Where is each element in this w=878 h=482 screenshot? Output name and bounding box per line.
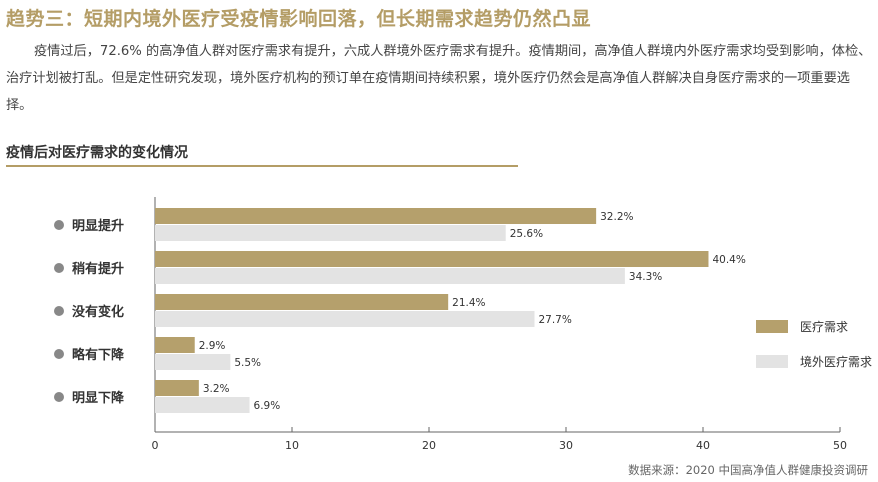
category-label: 明显提升 (72, 218, 124, 234)
bar-overseas (155, 354, 231, 370)
x-tick-label: 40 (696, 439, 710, 452)
category-label: 稍有提升 (72, 261, 124, 277)
legend-label: 医疗需求 (800, 320, 848, 334)
category-label: 没有变化 (72, 304, 124, 320)
chart-title-underline (6, 165, 518, 167)
data-label: 3.2% (203, 383, 230, 395)
bar-overseas (155, 311, 535, 327)
data-label: 27.7% (538, 314, 571, 326)
data-label: 25.6% (510, 228, 543, 240)
legend-label: 境外医疗需求 (800, 354, 872, 369)
chart-title: 疫情后对医疗需求的变化情况 (6, 145, 188, 161)
data-source: 数据来源：2020 中国高净值人群健康投资调研 (628, 463, 868, 477)
data-label: 32.2% (600, 211, 633, 223)
category-label: 略有下降 (72, 347, 125, 363)
data-label: 5.5% (234, 357, 261, 369)
bar-overseas (155, 397, 250, 413)
x-tick-label: 0 (152, 439, 159, 452)
category-label: 明显下降 (72, 390, 125, 406)
legend-swatch (756, 320, 788, 333)
x-tick-label: 20 (422, 439, 436, 452)
bar-medical (155, 294, 449, 310)
data-label: 6.9% (254, 400, 281, 412)
category-bullet-icon (54, 306, 64, 316)
data-label: 2.9% (199, 340, 226, 352)
category-bullet-icon (54, 392, 64, 402)
page-title: 趋势三：短期内境外医疗受疫情影响回落，但长期需求趋势仍然凸显 (6, 8, 592, 30)
data-label: 21.4% (452, 297, 485, 309)
category-bullet-icon (54, 263, 64, 273)
bar-medical (155, 208, 597, 224)
x-tick-label: 10 (285, 439, 299, 452)
bar-overseas (155, 268, 625, 284)
data-label: 40.4% (712, 254, 745, 266)
x-tick-label: 50 (833, 439, 847, 452)
data-label: 34.3% (629, 271, 662, 283)
bar-overseas (155, 225, 506, 241)
intro-paragraph: 疫情过后，72.6% 的高净值人群对医疗需求有提升，六成人群境外医疗需求有提升。… (6, 44, 872, 113)
bar-medical (155, 251, 709, 267)
bar-medical (155, 380, 199, 396)
category-bullet-icon (54, 349, 64, 359)
x-tick-label: 30 (559, 439, 573, 452)
legend-swatch (756, 355, 788, 368)
category-bullet-icon (54, 220, 64, 230)
bar-medical (155, 337, 195, 353)
